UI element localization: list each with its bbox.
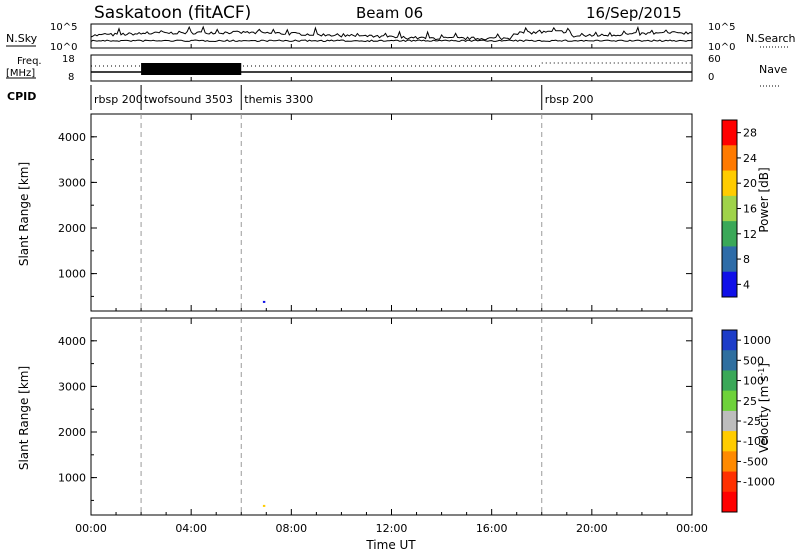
x-tick-label: 04:00 — [175, 522, 207, 535]
power-frame — [90, 113, 693, 312]
colorbar-swatch — [722, 491, 737, 513]
colorbar-tick-label: -500 — [743, 455, 768, 468]
time-axis: 00:00 04:00 08:00 12:00 16:00 20:00 00:00 — [75, 44, 708, 535]
nsky-tick-top: 10^5 — [50, 22, 77, 33]
power-cell — [262, 300, 266, 303]
colorbar-swatch — [722, 246, 737, 273]
y-tick-label: 2000 — [58, 222, 86, 235]
colorbar-tick-label: 4 — [743, 278, 750, 291]
power-colorbar: 28 24 20 16 12 8 4 — [721, 119, 757, 298]
nsky-panel: N.Sky 10^5 10^0 10^5 10^0 N.Search — [6, 22, 796, 53]
colorbar-tick-label: 20 — [743, 177, 757, 190]
velocity-unit-close: ] — [757, 363, 771, 368]
x-tick-label: 20:00 — [576, 522, 608, 535]
nave-tick-top: 60 — [708, 54, 721, 65]
colorbar-swatch — [722, 350, 737, 371]
velocity-ylabel: Slant Range [km] — [17, 366, 31, 470]
colorbar-swatch — [722, 471, 737, 493]
nsearch-label: N.Search — [746, 32, 796, 45]
freq-panel: Freq. [MHz] 18 8 60 0 Nave — [6, 54, 787, 87]
nave-tick-bottom: 0 — [708, 72, 714, 83]
colorbar-tick-label: -25 — [743, 415, 761, 428]
date-title: 16/Sep/2015 — [586, 4, 682, 22]
freq-label: Freq. — [17, 56, 42, 67]
x-tick-label: 00:00 — [676, 522, 708, 535]
cpid-label: CPID — [7, 90, 36, 103]
power-y-axis: 4000 3000 2000 1000 — [58, 131, 692, 297]
colorbar-tick-label: 8 — [743, 253, 750, 266]
velocity-frame — [90, 317, 693, 516]
freq-tick-bottom: 8 — [68, 72, 74, 83]
y-tick-label: 4000 — [58, 131, 86, 144]
power-ylabel: Slant Range [km] — [17, 162, 31, 266]
velocity-unit-text: Velocity [m s — [757, 376, 771, 453]
freq-marks — [91, 62, 692, 75]
colorbar-swatch — [722, 330, 737, 351]
colorbar-tick-label: -100 — [743, 435, 768, 448]
y-tick-label: 3000 — [58, 380, 86, 393]
y-tick-label: 2000 — [58, 426, 86, 439]
colorbar-tick-label: 25 — [743, 395, 757, 408]
nsky-label: N.Sky — [6, 32, 38, 45]
nsearch-tick-bottom: 10^0 — [708, 42, 735, 53]
colorbar-swatch — [722, 410, 737, 432]
colorbar-swatch — [722, 271, 737, 298]
nsky-tick-bottom: 10^0 — [50, 42, 77, 53]
freq-unit: [MHz] — [6, 68, 35, 79]
y-tick-label: 1000 — [58, 472, 86, 485]
colorbar-tick-label: 24 — [743, 152, 757, 165]
cpid-row: CPID rbsp 200 twofsound 3503 themis 3300 rb… — [7, 85, 593, 110]
velocity-y-axis: 4000 3000 2000 1000 — [58, 335, 692, 501]
cpid-segment-label: rbsp 200 — [94, 93, 143, 106]
freq-switching-block — [141, 63, 242, 75]
y-tick-label: 3000 — [58, 176, 86, 189]
nsearch-tick-top: 10^5 — [708, 22, 735, 33]
colorbar-tick-label: 500 — [743, 354, 764, 367]
power-colorbar-label: Power [dB] — [757, 167, 771, 232]
colorbar-tick-label: -1000 — [743, 476, 775, 489]
cpid-segment-label: rbsp 200 — [545, 93, 594, 106]
power-scatter — [262, 300, 266, 303]
power-panel: 4000 3000 2000 1000 Slant Range [km] 28 24 20… — [17, 113, 771, 312]
velocity-colorbar-label: Velocity [m s-1] — [757, 363, 771, 453]
colorbar-tick-label: 1000 — [743, 334, 771, 347]
colorbar-tick-label: 16 — [743, 203, 757, 216]
y-tick-label: 4000 — [58, 335, 86, 348]
colorbar-tick-label: 28 — [743, 127, 757, 140]
y-tick-label: 1000 — [58, 268, 86, 281]
velocity-panel: 4000 3000 2000 1000 Slant Range [km] 1000 50… — [17, 317, 775, 516]
colorbar-tick-label: 12 — [743, 228, 757, 241]
nsearch-series — [90, 39, 693, 43]
colorbar-tick-label: 100 — [743, 375, 764, 388]
colorbar-swatch — [722, 390, 737, 412]
cpid-segment-label: themis 3300 — [244, 93, 313, 106]
colorbar-swatch — [722, 451, 737, 473]
xaxis-label: Time UT — [365, 538, 416, 552]
x-tick-label: 16:00 — [476, 522, 508, 535]
colorbar-swatch — [722, 195, 737, 222]
velocity-cell — [262, 504, 266, 507]
velocity-scatter — [262, 504, 266, 507]
station-title: Saskatoon (fitACF) — [94, 3, 251, 23]
x-tick-label: 08:00 — [275, 522, 307, 535]
colorbar-swatch — [722, 120, 737, 146]
nave-label: Nave — [759, 63, 787, 76]
x-tick-label: 12:00 — [376, 522, 408, 535]
colorbar-swatch — [722, 145, 737, 172]
colorbar-swatch — [722, 221, 737, 247]
velocity-unit-superscript: -1 — [757, 368, 766, 376]
x-tick-label: 00:00 — [75, 522, 107, 535]
cpid-segment-label: twofsound 3503 — [144, 93, 233, 106]
colorbar-swatch — [722, 431, 737, 452]
velocity-colorbar: 1000 500 100 25 -25 -100 -500 -1000 — [721, 329, 775, 513]
beam-title: Beam 06 — [356, 4, 423, 22]
colorbar-swatch — [722, 370, 737, 392]
freq-tick-top: 18 — [62, 54, 75, 65]
nsky-series — [90, 25, 693, 41]
colorbar-swatch — [722, 170, 737, 197]
